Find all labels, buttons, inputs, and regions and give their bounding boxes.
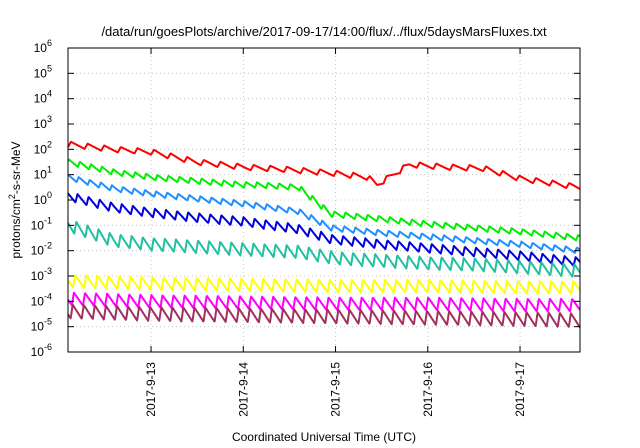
x-tick-label: 2017-9-15 — [329, 362, 343, 417]
y-tick-label: 102 — [34, 139, 52, 156]
x-tick-label: 2017-9-16 — [421, 362, 435, 417]
series-line — [67, 140, 581, 190]
y-tick-label: 104 — [34, 89, 52, 106]
x-tick-label: 2017-9-14 — [236, 362, 250, 417]
x-tick-label: 2017-9-13 — [144, 362, 158, 417]
y-tick-label: 10-6 — [31, 342, 52, 359]
y-tick-label: 10-3 — [31, 266, 52, 283]
y-axis-label: protons/cm2-s-sr-MeV — [7, 141, 23, 258]
series-line — [67, 158, 581, 242]
y-tick-label: 105 — [34, 63, 52, 80]
y-tick-label: 103 — [34, 114, 52, 131]
x-axis: 2017-9-13 2017-9-14 2017-9-15 2017-9-16 2017… — [144, 48, 527, 417]
y-tick-label: 10-4 — [31, 291, 52, 308]
chart-title: /data/run/goesPlots/archive/2017-09-17/1… — [101, 24, 547, 39]
y-tick-label: 100 — [34, 190, 52, 207]
y-tick-label: 106 — [34, 38, 52, 55]
series-line — [67, 221, 581, 278]
series-line — [67, 173, 581, 254]
series-layer — [67, 140, 581, 328]
grid-lines — [68, 48, 580, 352]
series-line — [67, 192, 581, 267]
series-line — [67, 274, 581, 295]
y-tick-label: 10-1 — [31, 215, 52, 232]
x-tick-label: 2017-9-17 — [513, 362, 527, 417]
y-tick-label: 10-5 — [31, 317, 52, 334]
series-line — [67, 303, 581, 328]
y-tick-label: 10-2 — [31, 241, 52, 258]
series-line — [67, 291, 581, 313]
y-tick-label: 101 — [34, 165, 52, 182]
x-axis-label: Coordinated Universal Time (UTC) — [232, 430, 416, 444]
y-axis: 10-6 10-5 10-4 10-3 10-2 10-1 100 101 102 103 104 1… — [31, 38, 580, 359]
